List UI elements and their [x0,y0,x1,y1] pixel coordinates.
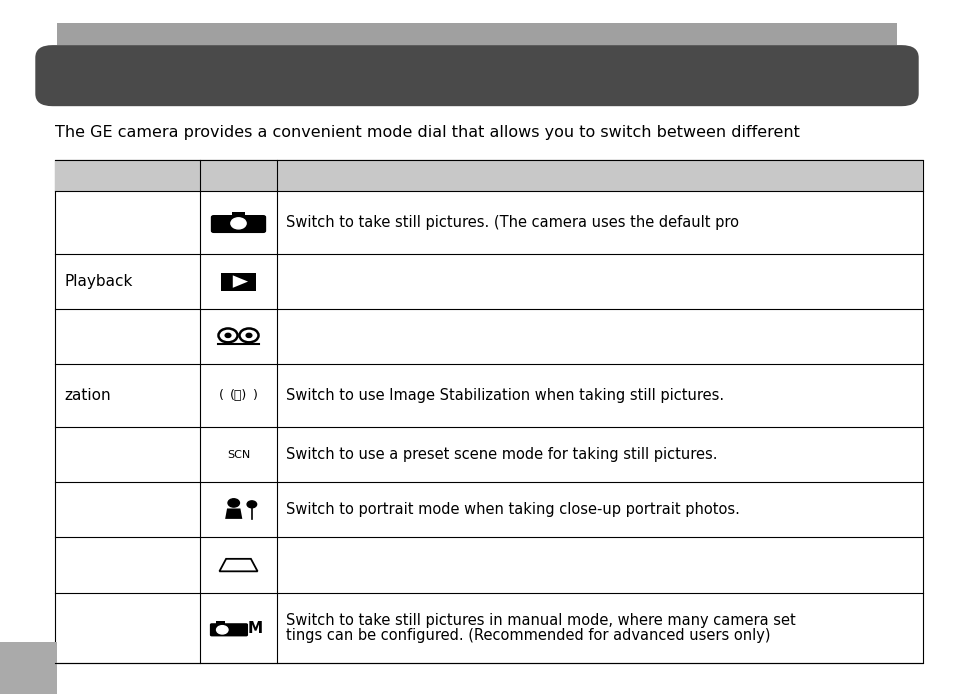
Text: ): ) [253,389,258,403]
FancyBboxPatch shape [210,623,248,636]
FancyBboxPatch shape [35,45,918,106]
Text: Switch to take still pictures in manual mode, where many camera set: Switch to take still pictures in manual … [286,613,795,627]
Text: Switch to take still pictures. (The camera uses the default pro: Switch to take still pictures. (The came… [286,215,739,230]
Polygon shape [233,276,248,288]
Text: Playback: Playback [65,274,133,289]
Bar [0,642,57,694]
Text: (: ( [218,389,224,403]
Circle shape [225,333,231,337]
Circle shape [228,499,239,507]
Bar [55,160,923,663]
Circle shape [246,333,252,337]
Bar [57,23,896,45]
Text: M: M [248,621,263,636]
Text: tings can be configured. (Recommended for advanced users only): tings can be configured. (Recommended fo… [286,628,770,643]
Bar [55,160,923,192]
FancyBboxPatch shape [211,215,266,233]
Circle shape [216,626,228,634]
Text: Switch to portrait mode when taking close-up portrait photos.: Switch to portrait mode when taking clos… [286,502,740,517]
Text: (Ⓑ): (Ⓑ) [230,389,247,403]
Text: Switch to use a preset scene mode for taking still pictures.: Switch to use a preset scene mode for ta… [286,447,717,462]
Circle shape [231,218,246,229]
Bar [221,273,255,291]
Text: The GE camera provides a convenient mode dial that allows you to switch between : The GE camera provides a convenient mode… [55,125,800,140]
Bar [232,212,245,217]
Text: zation: zation [65,388,112,403]
Bar [215,621,225,625]
Circle shape [247,501,256,508]
Text: Switch to use Image Stabilization when taking still pictures.: Switch to use Image Stabilization when t… [286,388,723,403]
Text: SCN: SCN [227,450,250,459]
Polygon shape [225,509,242,519]
